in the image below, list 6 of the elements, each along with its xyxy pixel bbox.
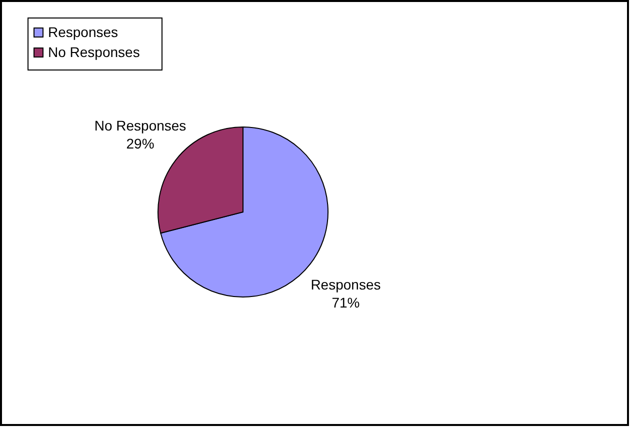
legend-label: Responses [48,24,118,40]
slice-label: Responses [310,276,381,293]
slice-label: No Responses [94,117,186,134]
data-label: 71% [332,294,360,311]
legend-label: No Responses [48,44,140,60]
data-label: 29% [126,135,154,152]
